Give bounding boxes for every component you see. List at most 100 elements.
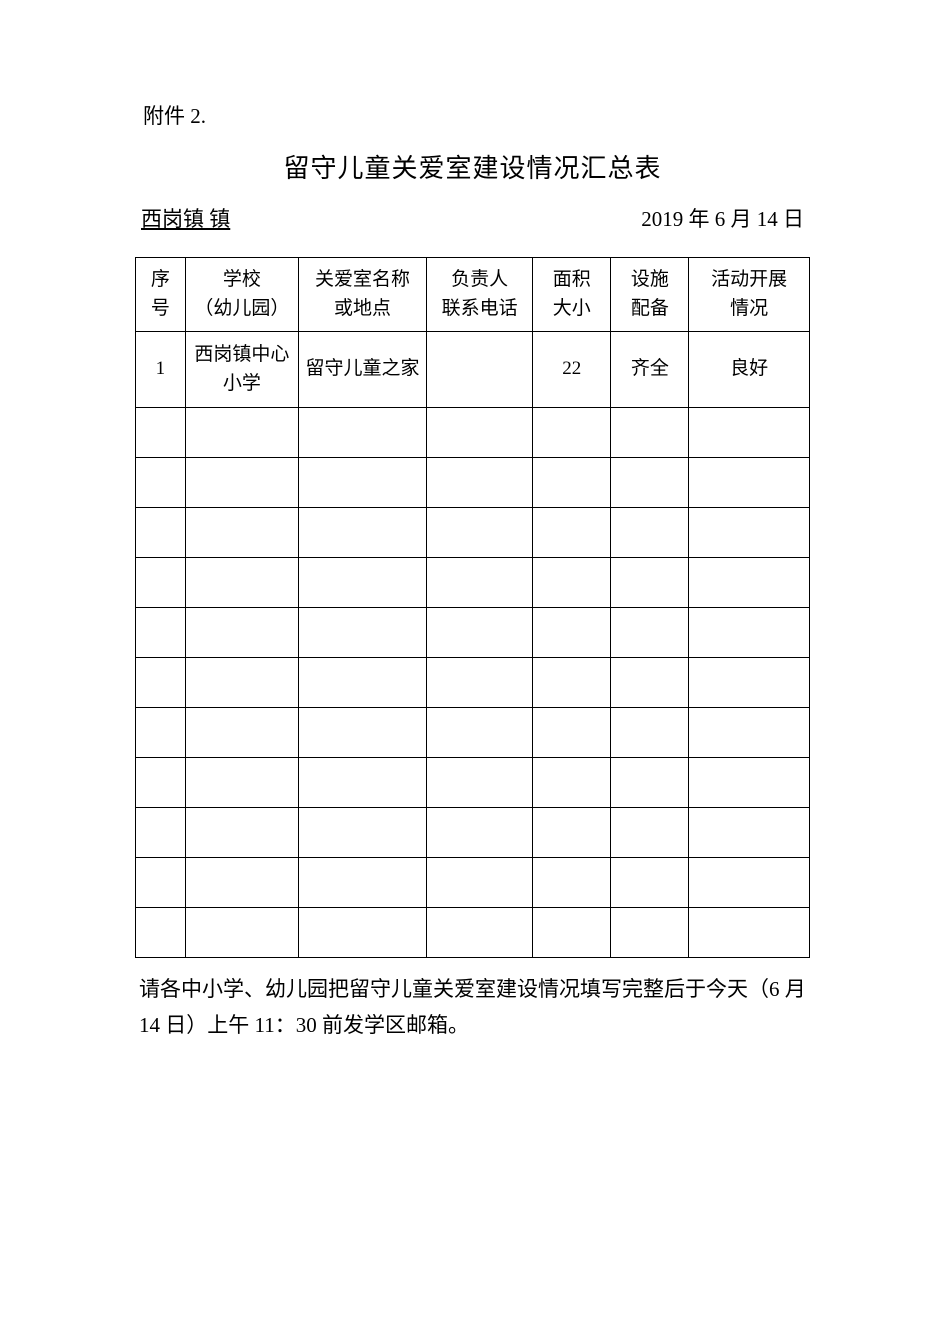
table-cell-contact: [426, 608, 532, 658]
table-row: [136, 458, 810, 508]
table-row: 1西岗镇中心小学留守儿童之家 22齐全良好: [136, 332, 810, 408]
table-cell-contact: [426, 908, 532, 958]
table-cell-room: [299, 658, 427, 708]
table-cell-seq: 1: [136, 332, 186, 408]
table-cell-contact: [426, 332, 532, 408]
col-header-text: 号: [151, 298, 170, 319]
col-header-text: 配备: [631, 298, 669, 319]
table-cell-facility: [611, 808, 689, 858]
table-row: [136, 558, 810, 608]
page-title: 留守儿童关爱室建设情况汇总表: [135, 148, 810, 185]
table-row: [136, 608, 810, 658]
col-header-text: 活动开展: [711, 269, 787, 290]
table-row: [136, 758, 810, 808]
table-cell-seq: [136, 808, 186, 858]
table-cell-contact: [426, 708, 532, 758]
table-cell-facility: [611, 508, 689, 558]
table-cell-school: [185, 858, 299, 908]
col-header-activity: 活动开展 情况: [689, 258, 810, 332]
table-cell-room: [299, 558, 427, 608]
col-header-text: 面积: [553, 269, 591, 290]
table-cell-area: [533, 658, 611, 708]
table-cell-seq: [136, 408, 186, 458]
col-header-text: 设施: [631, 269, 669, 290]
col-header-seq: 序 号: [136, 258, 186, 332]
col-header-text: （幼儿园）: [194, 298, 289, 319]
table-cell-seq: [136, 758, 186, 808]
table-row: [136, 808, 810, 858]
table-cell-area: [533, 758, 611, 808]
table-cell-contact: [426, 558, 532, 608]
table-cell-facility: [611, 708, 689, 758]
table-cell-seq: [136, 608, 186, 658]
table-cell-activity: [689, 508, 810, 558]
table-cell-school: [185, 608, 299, 658]
table-cell-school: [185, 658, 299, 708]
table-cell-activity: [689, 708, 810, 758]
table-cell-facility: 齐全: [611, 332, 689, 408]
table-cell-contact: [426, 508, 532, 558]
table-cell-area: [533, 408, 611, 458]
col-header-facility: 设施 配备: [611, 258, 689, 332]
table-cell-area: [533, 908, 611, 958]
table-cell-seq: [136, 908, 186, 958]
col-header-text: 大小: [553, 298, 591, 319]
table-cell-seq: [136, 658, 186, 708]
table-cell-school: [185, 558, 299, 608]
col-header-area: 面积 大小: [533, 258, 611, 332]
table-cell-school: [185, 908, 299, 958]
table-cell-activity: [689, 558, 810, 608]
attachment-label: 附件 2.: [143, 100, 810, 130]
table-cell-area: [533, 858, 611, 908]
table-cell-contact: [426, 658, 532, 708]
table-cell-school: [185, 408, 299, 458]
table-cell-facility: [611, 858, 689, 908]
table-cell-activity: [689, 808, 810, 858]
table-cell-area: [533, 608, 611, 658]
table-cell-school: [185, 458, 299, 508]
table-cell-room: [299, 708, 427, 758]
table-cell-facility: [611, 908, 689, 958]
table-cell-room: [299, 458, 427, 508]
col-header-text: 学校: [223, 269, 261, 290]
table-cell-facility: [611, 608, 689, 658]
table-cell-activity: [689, 758, 810, 808]
table-header-row: 序 号 学校 （幼儿园） 关爱室名称 或地点 负责人 联系电话 面积 大小 设施…: [136, 258, 810, 332]
table-cell-seq: [136, 558, 186, 608]
table-cell-activity: 良好: [689, 332, 810, 408]
table-cell-school: 西岗镇中心小学: [185, 332, 299, 408]
table-cell-room: [299, 808, 427, 858]
table-cell-area: [533, 458, 611, 508]
table-row: [136, 658, 810, 708]
table-cell-school: [185, 708, 299, 758]
summary-table: 序 号 学校 （幼儿园） 关爱室名称 或地点 负责人 联系电话 面积 大小 设施…: [135, 257, 810, 958]
table-cell-facility: [611, 658, 689, 708]
table-cell-activity: [689, 608, 810, 658]
table-cell-activity: [689, 408, 810, 458]
table-cell-room: [299, 408, 427, 458]
table-cell-contact: [426, 758, 532, 808]
table-cell-school: [185, 508, 299, 558]
col-header-contact: 负责人 联系电话: [426, 258, 532, 332]
col-header-text: 联系电话: [442, 298, 518, 319]
table-row: [136, 708, 810, 758]
table-cell-facility: [611, 758, 689, 808]
table-row: [136, 508, 810, 558]
table-cell-activity: [689, 858, 810, 908]
table-cell-contact: [426, 808, 532, 858]
table-cell-room: 留守儿童之家: [299, 332, 427, 408]
table-cell-area: 22: [533, 332, 611, 408]
table-cell-facility: [611, 558, 689, 608]
table-cell-area: [533, 508, 611, 558]
col-header-room: 关爱室名称 或地点: [299, 258, 427, 332]
col-header-text: 或地点: [334, 298, 391, 319]
table-row: [136, 858, 810, 908]
date-label: 2019 年 6 月 14 日: [641, 203, 804, 233]
table-cell-school: [185, 758, 299, 808]
table-cell-seq: [136, 708, 186, 758]
table-cell-room: [299, 758, 427, 808]
table-cell-activity: [689, 908, 810, 958]
col-header-text: 序: [151, 269, 170, 290]
table-cell-room: [299, 508, 427, 558]
col-header-text: 情况: [730, 298, 768, 319]
